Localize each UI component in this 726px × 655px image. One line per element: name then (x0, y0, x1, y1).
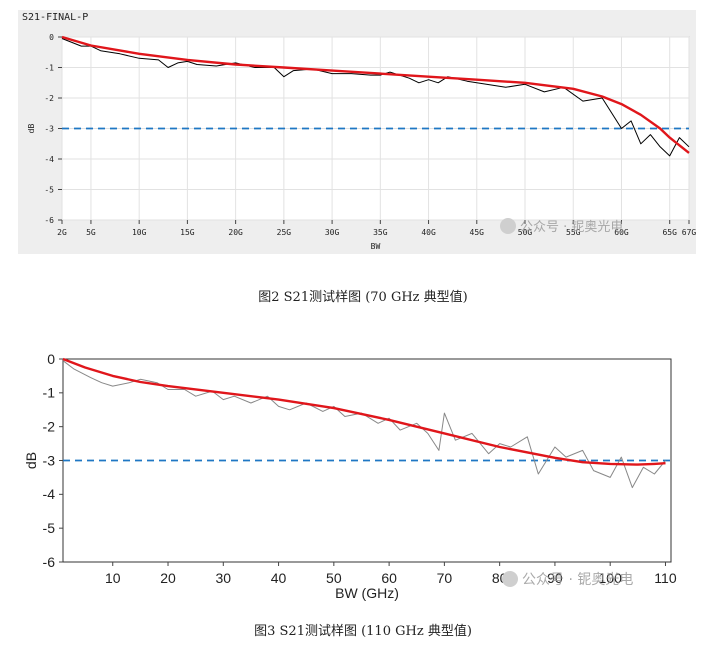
y-tick-label: -3 (43, 452, 56, 468)
x-tick-label: 67G (682, 228, 697, 237)
x-tick-label: 20 (160, 570, 176, 586)
watermark: 公众号 · 铌奥光电 (500, 218, 623, 235)
figure-2-caption: 图2 S21测试样图 (70 GHz 典型值) (258, 290, 468, 305)
y-axis-label: dB (23, 452, 39, 469)
y-tick-label: -3 (44, 124, 54, 133)
series-line-fit (62, 357, 666, 466)
x-tick-label: 60G (614, 228, 629, 237)
wechat-icon (500, 218, 516, 234)
x-tick-label: 65G (662, 228, 677, 237)
chart-s21-110ghz: 0 -1 -2 -3 -4 -5 -6 10 20 30 40 50 60 70 80 90 100 110 BW … (0, 338, 726, 608)
y-tick-label: -4 (43, 486, 56, 502)
y-tick-label: 0 (47, 351, 55, 367)
y-axis-label: dB (27, 124, 36, 134)
series-line-measured (62, 360, 666, 489)
x-tick-label: 90 (547, 570, 563, 586)
y-tick-label: -2 (44, 94, 54, 103)
x-tick-label: 20G (228, 228, 243, 237)
x-tick-label: 2G (57, 228, 67, 237)
x-tick-label: 110 (654, 570, 677, 586)
watermark-text: 公众号 · 铌奥光电 (520, 220, 623, 235)
x-tick-label: 10G (132, 228, 147, 237)
watermark: 公众号 · 铌奥光电 (502, 571, 633, 588)
x-tick-label: 50G (518, 228, 533, 237)
x-axis-label: BW (GHz) (335, 585, 399, 601)
y-tick-label: -2 (43, 419, 56, 435)
y-tick-label: -1 (44, 63, 54, 72)
y-tick-label: -5 (44, 185, 54, 194)
y-tick-label: -5 (43, 520, 56, 536)
x-tick-label: 30 (216, 570, 232, 586)
x-tick-label: 40G (421, 228, 436, 237)
chart-2-svg: 0-1-2-3-4-5-610 20 30 40 50 60 70 80 90 100 110BW … (0, 338, 726, 608)
x-tick-label: 5G (86, 228, 96, 237)
x-tick-label: 15G (180, 228, 195, 237)
x-tick-label: 70 (437, 570, 453, 586)
watermark-text: 公众号 · 铌奥光电 (522, 571, 633, 588)
series-line-fit (61, 35, 690, 154)
x-tick-label: 100 (599, 570, 623, 586)
x-tick-label: 50 (326, 570, 342, 586)
x-tick-label: 40 (271, 570, 287, 586)
x-tick-label: 10 (105, 570, 121, 586)
x-tick-label: 25G (277, 228, 292, 237)
y-tick-label: 0 (49, 33, 54, 42)
wechat-icon (502, 571, 518, 587)
chart-title: S21-FINAL-P (22, 12, 88, 23)
x-tick-label: 30G (325, 228, 340, 237)
figure-3-caption: 图3 S21测试样图 (110 GHz 典型值) (254, 624, 472, 639)
chart-1-svg: 0 -1 -2 -3 -4 -5 -62G 5G 10G 15G 20G 25G 30G 35G 40G 45… (18, 10, 697, 254)
y-tick-label: -1 (43, 385, 56, 401)
y-tick-label: -4 (44, 155, 54, 164)
x-tick-label: 55G (566, 228, 581, 237)
y-tick-label: -6 (44, 216, 54, 225)
x-tick-label: 60 (381, 570, 397, 586)
x-axis-label: BW (371, 242, 381, 251)
chart-s21-70ghz: 0 -1 -2 -3 -4 -5 -6 2G 5G 10G 15G 20G 25G 30G 35G 40G 45… (0, 0, 726, 260)
x-tick-label: 35G (373, 228, 388, 237)
x-tick-label: 45G (470, 228, 485, 237)
y-tick-label: -6 (43, 554, 56, 570)
